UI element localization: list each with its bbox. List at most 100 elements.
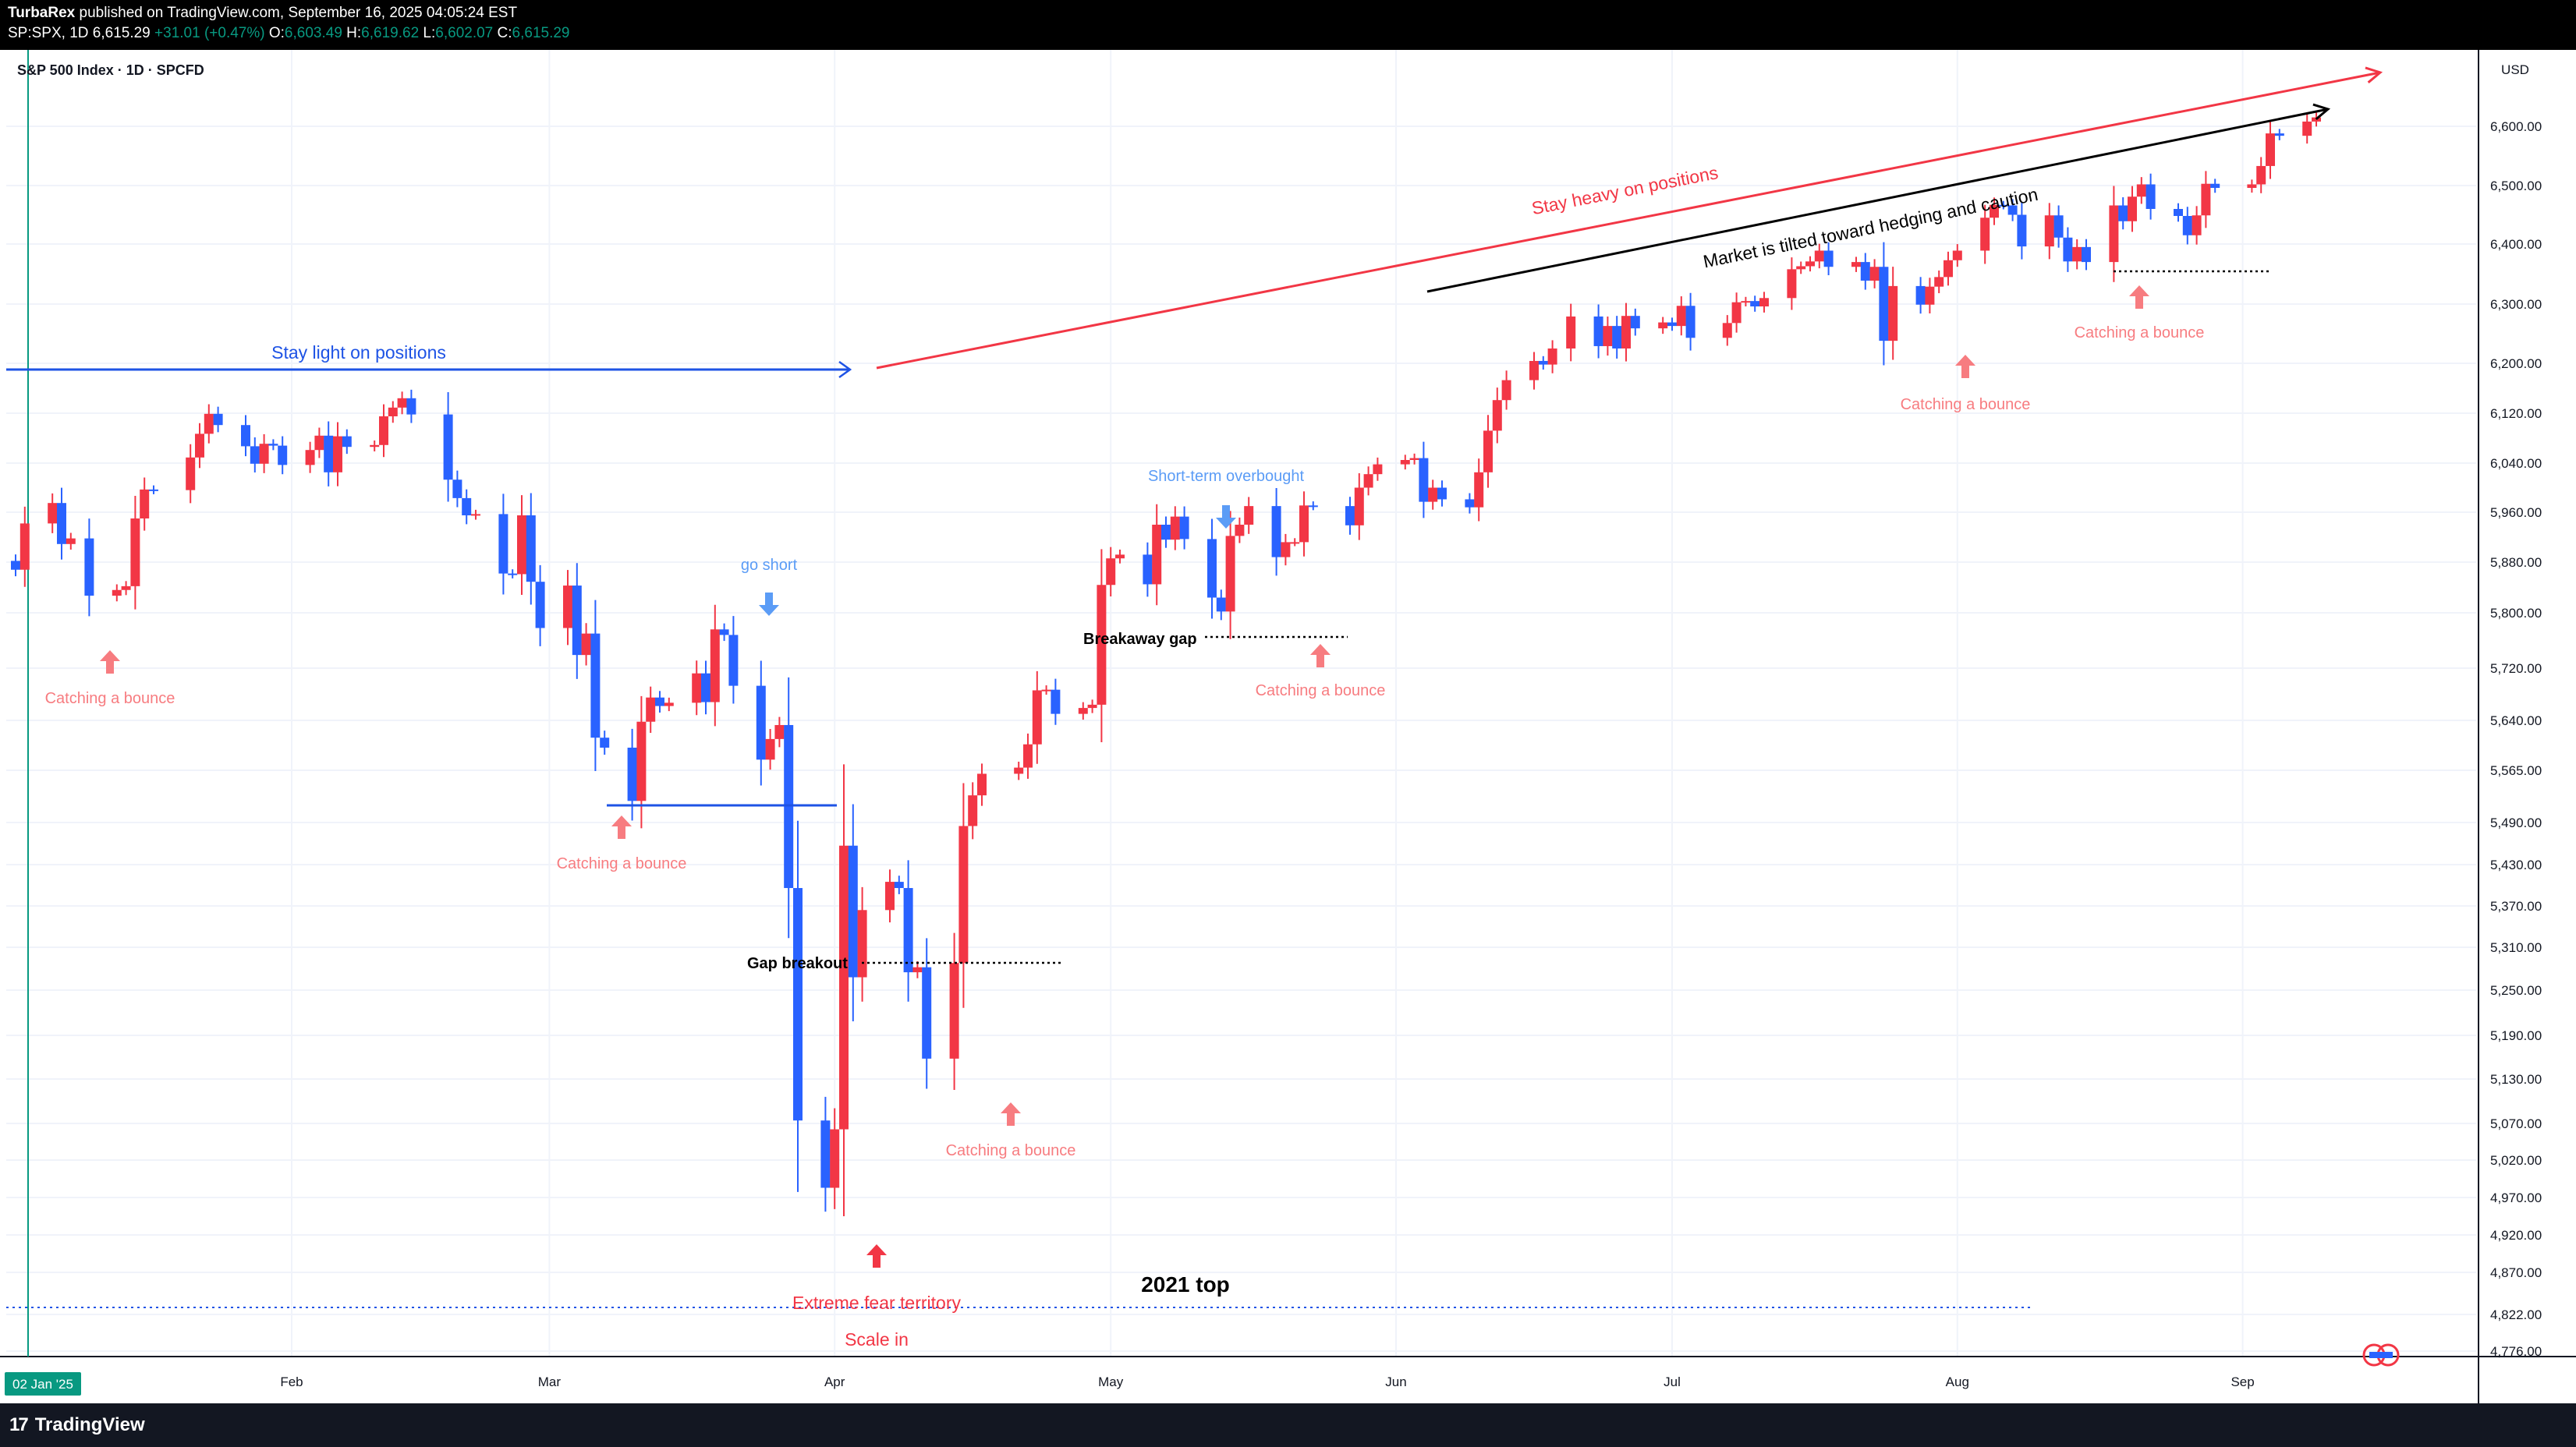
candle: [774, 716, 785, 748]
candle-body: [1244, 506, 1254, 525]
candle-body: [627, 747, 637, 801]
candle: [2274, 129, 2284, 140]
candle-body: [1814, 250, 1824, 262]
candle: [793, 820, 803, 1192]
candle: [1630, 308, 1640, 336]
candle-body: [1603, 326, 1613, 346]
candle: [406, 389, 416, 423]
candle: [57, 487, 66, 560]
candle-body: [324, 435, 334, 472]
candle: [1860, 253, 1870, 290]
candle-body: [1667, 322, 1677, 327]
candle-body: [1934, 277, 1944, 287]
candle-body: [2312, 117, 2321, 122]
candle: [11, 554, 20, 577]
candle-body: [1207, 539, 1217, 598]
candle-body: [452, 479, 462, 498]
candle: [719, 623, 729, 642]
catching-bounce-label: Catching a bounce: [2075, 324, 2205, 341]
candle-body: [581, 633, 591, 656]
candle-body: [250, 446, 260, 464]
scale-in-label: Scale in: [845, 1329, 909, 1350]
candle: [84, 518, 94, 617]
high-value: 6,619.62: [361, 25, 420, 41]
candle-body: [1566, 316, 1576, 348]
price-tick-label: 5,800.00: [2490, 606, 2542, 621]
candle-body: [2182, 216, 2192, 235]
candle-body: [2063, 237, 2073, 262]
candle: [848, 804, 858, 1021]
price-tick-label: 4,920.00: [2490, 1228, 2542, 1243]
high-label: H:: [346, 25, 362, 41]
candle-body: [2210, 183, 2220, 188]
candle-body: [1685, 306, 1695, 338]
candle-body: [2082, 246, 2091, 263]
candle: [1051, 678, 1061, 725]
candle-body: [664, 702, 674, 706]
candle-body: [1032, 690, 1042, 745]
candle: [1363, 466, 1373, 496]
candle-body: [1805, 261, 1815, 267]
candle-body: [2274, 133, 2284, 136]
candle: [324, 421, 334, 486]
candle: [48, 493, 58, 533]
candle-body: [692, 673, 702, 703]
candle-body: [11, 561, 20, 570]
candle: [2072, 239, 2082, 270]
price-chart[interactable]: S&P 500 Index · 1D · SPCFD USD 6,600.00 6,5…: [0, 50, 2576, 1403]
publisher-name[interactable]: TurbaRex: [8, 5, 76, 21]
candle-body: [1465, 499, 1475, 508]
candle: [1179, 506, 1189, 550]
candle: [2082, 239, 2091, 271]
candle-body: [112, 589, 122, 596]
candle: [1216, 589, 1226, 621]
candle: [2128, 186, 2137, 232]
candle-body: [912, 967, 923, 973]
candle-body: [958, 826, 969, 964]
candles: [11, 112, 2321, 1216]
candle-body: [572, 586, 582, 656]
candle: [1603, 317, 1613, 356]
candle-body: [1216, 597, 1226, 612]
tradingview-logo[interactable]: 17 TradingView: [9, 1413, 145, 1438]
candle: [1152, 504, 1162, 606]
time-tick-label: Jun: [1385, 1374, 1406, 1389]
candle: [1667, 317, 1677, 331]
candle: [1087, 699, 1097, 713]
candle: [1023, 733, 1033, 779]
candle-body: [1281, 542, 1291, 557]
price-tick-label: 6,040.00: [2490, 456, 2542, 471]
candle: [508, 569, 518, 578]
candle-body: [1419, 458, 1429, 502]
candle-body: [1400, 460, 1410, 465]
candle: [130, 496, 140, 610]
candle-body: [1879, 267, 1889, 341]
candle: [922, 938, 932, 1089]
candle-body: [1437, 487, 1447, 500]
candle-body: [517, 515, 526, 575]
candle: [1685, 292, 1695, 351]
candle-body: [1869, 267, 1880, 281]
candle: [121, 581, 131, 596]
candle: [1869, 259, 1880, 288]
candle-body: [1750, 301, 1760, 307]
candle: [2044, 203, 2054, 260]
candle: [1106, 547, 1116, 597]
candle-body: [1630, 316, 1640, 329]
candle: [1814, 243, 1824, 269]
candle-body: [655, 697, 664, 706]
candle: [958, 783, 969, 1008]
candle: [250, 437, 260, 473]
candle-body: [1152, 525, 1162, 585]
candle: [2109, 186, 2119, 282]
candle: [140, 477, 150, 531]
tradingview-wordmark: TradingView: [34, 1414, 145, 1435]
candle-body: [1547, 348, 1557, 365]
stay-light-arrow-head: [838, 360, 852, 379]
candle: [2201, 171, 2211, 228]
candle-body: [1492, 400, 1502, 431]
candle-body: [2174, 209, 2183, 216]
bounce-arrow: [1310, 644, 1331, 667]
candle-body: [1428, 487, 1438, 502]
tradingview-footer: 17 TradingView: [0, 1403, 2576, 1447]
